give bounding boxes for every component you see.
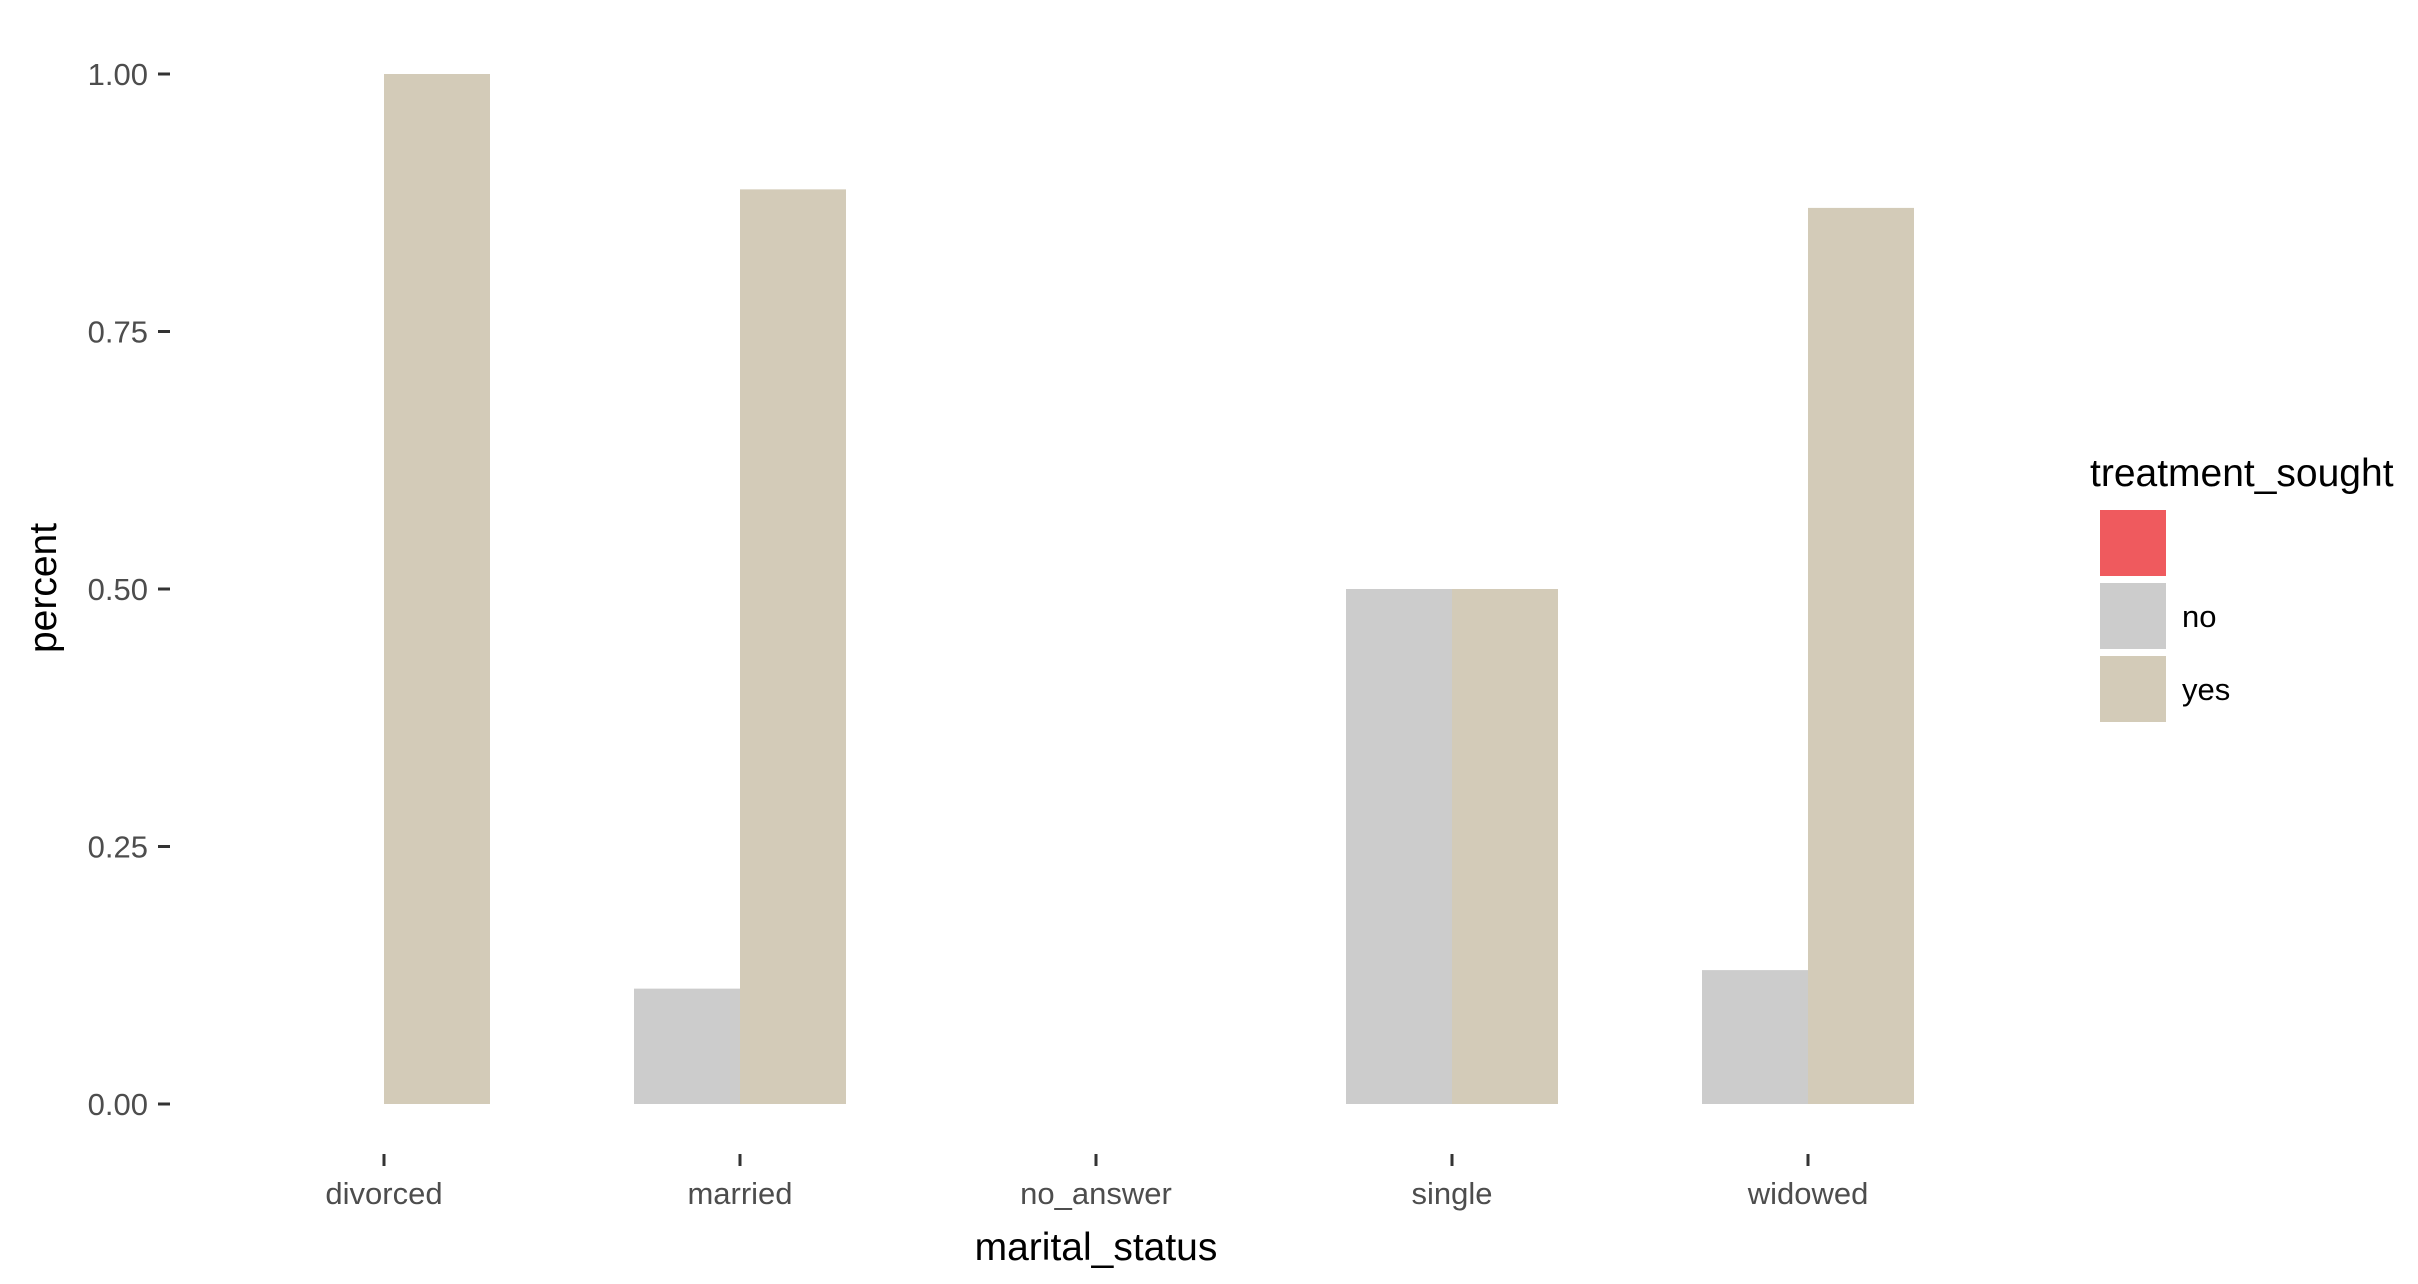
- bars-layer: [384, 74, 1914, 1105]
- y-tick-label: 0.75: [88, 315, 148, 350]
- x-axis: divorced married no_answer single widowed: [325, 1154, 1868, 1211]
- legend: treatment_sought no yes: [2090, 452, 2394, 722]
- y-tick-label: 1.00: [88, 57, 148, 92]
- legend-key-unnamed: [2100, 510, 2166, 576]
- y-axis: 0.00 0.25 0.50 0.75 1.00: [88, 57, 170, 1122]
- x-tick-label-single: single: [1412, 1176, 1493, 1211]
- legend-label-no: no: [2182, 599, 2216, 634]
- x-tick-label-no_answer: no_answer: [1020, 1176, 1172, 1211]
- bar-married-yes: [740, 189, 846, 1105]
- legend-title: treatment_sought: [2090, 452, 2394, 495]
- x-tick-label-widowed: widowed: [1747, 1176, 1869, 1211]
- bar-widowed-yes: [1808, 207, 1914, 1104]
- y-tick-label: 0.50: [88, 572, 148, 607]
- bar-divorced-yes: [384, 74, 490, 1104]
- y-tick-label: 0.00: [88, 1087, 148, 1122]
- bar-widowed-no: [1702, 970, 1808, 1104]
- x-tick-label-married: married: [687, 1176, 792, 1211]
- bar-single-no: [1346, 589, 1452, 1104]
- x-axis-title: marital_status: [975, 1226, 1218, 1269]
- legend-label-yes: yes: [2182, 672, 2230, 707]
- legend-key-yes: [2100, 656, 2166, 722]
- bar-married-no: [634, 988, 740, 1104]
- legend-items: no yes: [2100, 510, 2230, 722]
- y-tick-label: 0.25: [88, 830, 148, 865]
- y-axis-title: percent: [22, 523, 65, 653]
- bar-single-yes: [1452, 589, 1558, 1104]
- legend-key-no: [2100, 583, 2166, 649]
- x-tick-label-divorced: divorced: [325, 1176, 442, 1211]
